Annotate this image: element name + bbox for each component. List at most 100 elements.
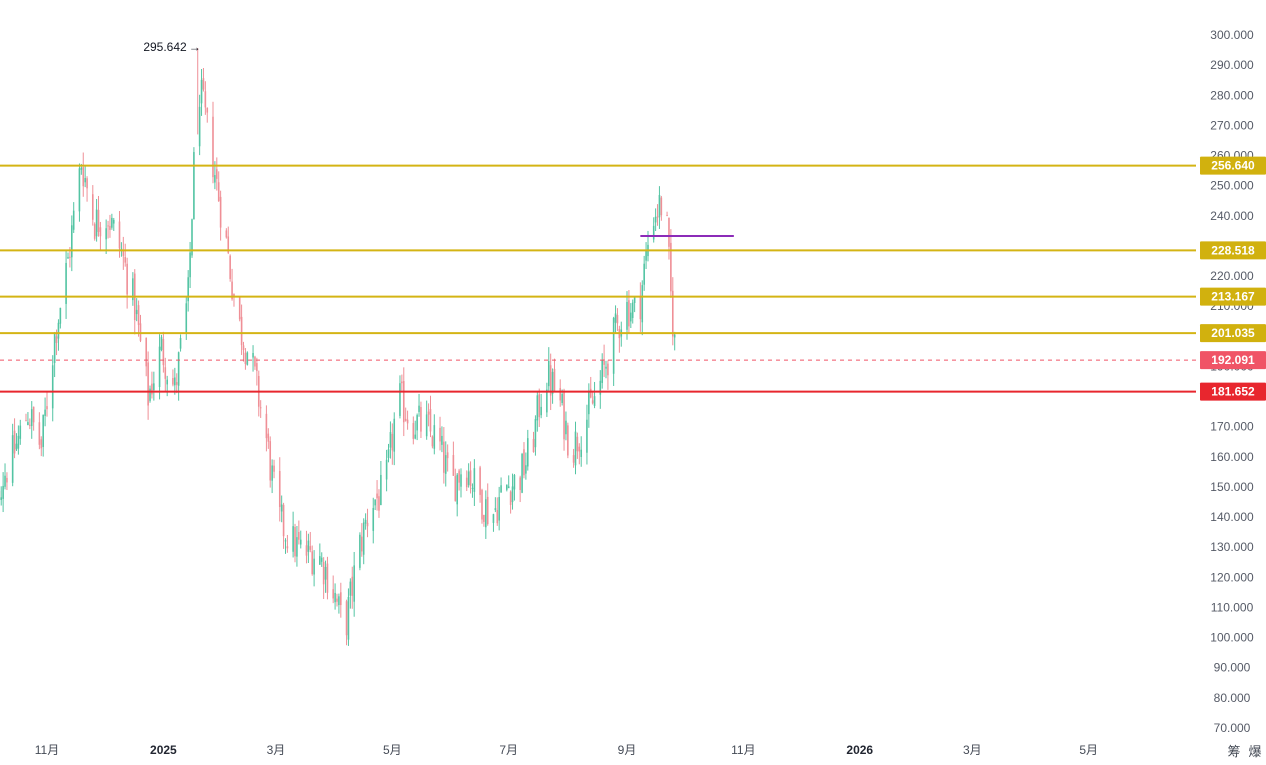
candle-body [492,514,495,523]
candle-body [452,455,455,476]
candle-body [399,383,401,416]
candle-body [139,323,142,341]
candle-body [656,216,659,218]
candle-body [378,496,380,511]
y-tick-label: 140.000 [1210,510,1254,524]
candle-body [174,377,176,386]
candle-body [305,545,308,556]
price-badge [1200,287,1266,306]
candle-body [145,337,148,367]
y-tick-label: 150.000 [1210,480,1254,494]
candle-body [284,540,287,542]
candle-body [612,317,615,374]
candle-body [309,546,312,550]
candle-body [319,556,321,565]
candle-body [362,522,365,555]
price-badge-label: 181.652 [1211,385,1255,399]
candle-body [393,418,396,452]
candle-body [376,493,378,499]
candle-body [11,435,14,483]
candle-body [30,409,33,427]
x-tick-label: 3月 [963,743,982,757]
arrow-right-icon: → [189,40,201,54]
candle-body [185,303,188,333]
candle-body [605,366,607,369]
candle-body [42,414,44,447]
candle-body [105,228,107,240]
candle-body [233,294,235,297]
candle-body [267,433,270,442]
candle-body [519,477,521,491]
candle-body [322,562,325,585]
candle-body [549,365,552,396]
y-tick-label: 110.000 [1211,600,1254,614]
y-tick-label: 270.000 [1210,118,1254,132]
y-tick-label: 160.000 [1210,450,1254,464]
candle-body [429,409,432,432]
candle-body [443,441,445,473]
candle-body [458,470,460,483]
candle-body [97,209,100,232]
candle-body [391,433,394,451]
candle-body [162,339,165,366]
candle-body [599,380,602,395]
price-badge-label: 201.035 [1211,326,1255,340]
candle-body [172,378,174,385]
candle-body [431,436,434,447]
candle-body [670,242,672,292]
candle-body [591,400,594,404]
candle-body [244,352,247,365]
candle-body [78,168,81,212]
candle-body [313,558,315,575]
candle-body [616,315,619,324]
candle-body [351,576,354,596]
y-tick-label: 280.000 [1210,88,1254,102]
candle-body [158,346,161,387]
horizontal-levels[interactable] [0,164,1196,393]
candle-body [137,305,140,325]
candle-body [500,485,502,493]
y-tick-label: 250.000 [1210,179,1254,193]
candle-body [179,338,182,349]
candle-body [286,546,289,549]
price-badge [1200,324,1266,343]
candle-body [576,436,579,452]
peak-annotation: 295.642 → [143,40,200,54]
candle-body [414,434,417,439]
price-badge [1200,382,1266,401]
candle-body [507,486,510,489]
candle-body [84,178,86,183]
candle-body [44,409,46,416]
candle-body [626,301,628,330]
candle-body [80,167,83,170]
candle-body [340,592,342,606]
candle-body [572,455,575,463]
candle-body [427,411,430,415]
candle-body [498,497,500,521]
time-axis[interactable]: 11月 2025 3月 5月 7月 9月 11月 2026 3月 5月 [35,743,1098,757]
candle-body [532,438,535,453]
candle-body [601,360,603,383]
candle-body [671,290,674,337]
candle-body [496,510,499,524]
x-tick-label: 2026 [846,743,873,757]
corner-icons[interactable]: 筹 爆 [1227,744,1261,760]
candle-body [0,497,3,501]
candle-body [32,406,35,423]
x-tick-label: 2025 [150,743,177,757]
candle-body [187,277,189,302]
x-tick-label: 3月 [267,743,286,757]
candle-body [338,596,340,606]
candle-body [65,262,67,304]
candle-body [364,519,367,524]
y-tick-label: 240.000 [1210,209,1254,223]
y-tick-label: 300.000 [1210,28,1254,42]
candle-body [433,425,436,449]
candle-body [217,182,220,202]
burst-icon[interactable]: 爆 [1248,745,1261,760]
candle-body [332,589,334,599]
chip-icon[interactable]: 筹 [1227,744,1240,760]
candle-body [643,263,645,285]
candle-body [122,250,125,256]
